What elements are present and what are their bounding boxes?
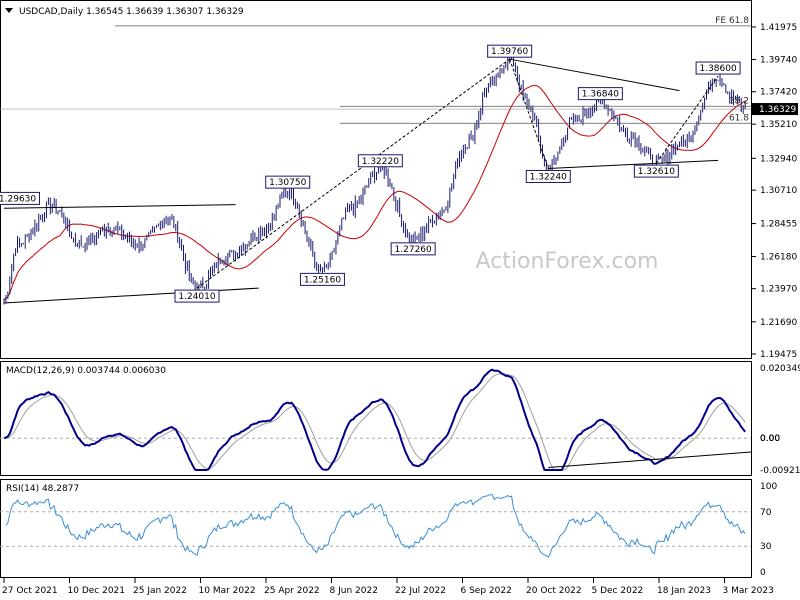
dashed-upleg xyxy=(196,58,510,289)
dashed-leg xyxy=(509,59,549,169)
price-tick-label: 1.37420 xyxy=(760,88,797,98)
price-tick-label: 1.41975 xyxy=(760,23,797,33)
x-tick-label: 22 Jul 2022 xyxy=(395,586,446,596)
fib-level-label: 61.8 xyxy=(729,113,749,123)
x-tick-label: 6 Sep 2022 xyxy=(461,586,512,596)
title-arrow-icon xyxy=(5,8,13,13)
x-tick-label: 8 Jun 2022 xyxy=(330,586,378,596)
rsi-title: RSI(14) 48.2877 xyxy=(6,484,79,494)
rising-support-line xyxy=(548,159,719,169)
price-tick-label: 1.26180 xyxy=(760,253,797,263)
swing-label-box xyxy=(525,169,571,183)
swing-label-box xyxy=(174,289,220,303)
last-price-badge xyxy=(752,103,798,116)
macd-trendline xyxy=(548,451,752,469)
swing-label: 1.30750 xyxy=(269,178,306,188)
price-tick-label: 1.28455 xyxy=(760,220,797,230)
swing-label: 1.27260 xyxy=(395,245,432,255)
x-tick-label: 25 Jan 2022 xyxy=(133,586,187,596)
swing-label: 1.39760 xyxy=(491,47,528,57)
rsi-line xyxy=(5,494,746,558)
x-tick-label: 10 Dec 2021 xyxy=(68,586,126,596)
swing-label: 1.38600 xyxy=(699,64,736,74)
x-tick-label: 3 Mar 2023 xyxy=(723,586,774,596)
swing-label: 1.29630 xyxy=(0,194,36,204)
swing-label-box xyxy=(390,242,436,256)
x-tick-label: 10 Mar 2022 xyxy=(199,586,256,596)
fib-level-label: 38.2 xyxy=(729,96,749,106)
swing-label: 1.32610 xyxy=(638,167,675,177)
swing-label: 1.24010 xyxy=(178,292,215,302)
swing-label-box xyxy=(487,44,533,58)
price-tick-label: 1.35210 xyxy=(760,120,797,130)
rsi-tick-label: 100 xyxy=(760,482,777,492)
x-tick-label: 27 Oct 2021 xyxy=(2,586,58,596)
falling-trendline xyxy=(509,58,680,92)
macd-panel xyxy=(0,361,752,476)
rsi-tick-label: 70 xyxy=(760,508,772,518)
watermark: ActionForex.com xyxy=(476,249,659,274)
price-tick-label: 1.23970 xyxy=(760,285,797,295)
swing-label: 1.32220 xyxy=(362,157,399,167)
macd-value-label: 0.00 xyxy=(760,434,780,444)
x-tick-label: 25 Apr 2022 xyxy=(264,586,320,596)
swing-label: 1.32240 xyxy=(530,172,567,182)
macd-tick-label: 0.00 xyxy=(760,434,780,444)
last-price-label: 1.36329 xyxy=(759,105,796,115)
macd-tick-label: 0.020349 xyxy=(760,364,800,374)
price-tick-label: 1.39740 xyxy=(760,55,797,65)
fib-level-label: FE 61.8 xyxy=(715,16,749,26)
price-tick-label: 1.19475 xyxy=(760,350,797,360)
macd-tick-label: -0.009215 xyxy=(760,466,800,476)
rsi-tick-label: 30 xyxy=(760,542,772,552)
price-tick-label: 1.32940 xyxy=(760,154,797,164)
chart-title: USDCAD,Daily 1.36545 1.36639 1.36307 1.3… xyxy=(19,7,244,17)
swing-label-box xyxy=(695,61,741,75)
x-tick-label: 5 Dec 2022 xyxy=(592,586,644,596)
swing-label-box xyxy=(357,154,403,168)
x-tick-label: 20 Oct 2022 xyxy=(526,586,582,596)
macd-value-label: 0.00 xyxy=(760,434,780,444)
macd-line xyxy=(3,368,746,471)
macd-title: MACD(12,26,9) 0.003744 0.006030 xyxy=(6,366,166,376)
swing-label-box xyxy=(0,191,41,205)
macd-signal-line xyxy=(3,373,746,471)
swing-label: 1.25160 xyxy=(304,275,341,285)
price-tick-label: 1.30710 xyxy=(760,186,797,196)
swing-label-box xyxy=(633,164,679,178)
rsi-panel xyxy=(0,479,752,578)
dashed-leg xyxy=(655,75,719,164)
swing-label: 1.36840 xyxy=(582,90,619,100)
x-tick-label: 18 Jan 2023 xyxy=(657,586,711,596)
swing-label-box xyxy=(577,87,623,101)
swing-label-box xyxy=(265,175,311,189)
resistance-trendline xyxy=(3,204,236,209)
price-tick-label: 1.21690 xyxy=(760,318,797,328)
rsi-tick-label: 0 xyxy=(760,568,766,578)
swing-label-box xyxy=(299,272,345,286)
